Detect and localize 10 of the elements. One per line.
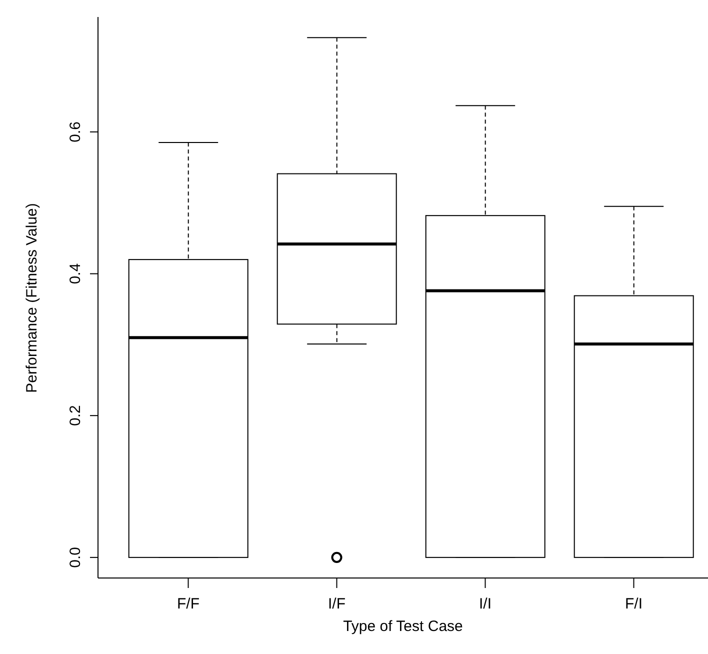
y-tick-label: 0.6 — [67, 121, 84, 142]
x-tick-label: F/F — [177, 596, 200, 613]
y-axis-title: Performance (Fitness Value) — [24, 203, 40, 393]
y-tick-label: 0.2 — [67, 405, 84, 426]
x-tick-label: I/F — [328, 596, 346, 613]
y-tick-label: 0.4 — [67, 263, 84, 284]
x-tick-label: F/I — [625, 596, 642, 613]
x-tick-label: I/I — [478, 596, 492, 613]
x-axis-title: Type of Test Case — [342, 618, 464, 635]
y-tick-label: 0.0 — [67, 547, 84, 568]
